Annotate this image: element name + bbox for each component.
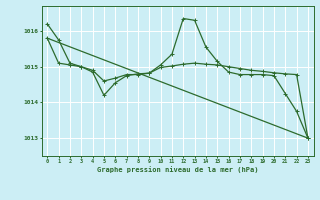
X-axis label: Graphe pression niveau de la mer (hPa): Graphe pression niveau de la mer (hPa) bbox=[97, 166, 258, 173]
